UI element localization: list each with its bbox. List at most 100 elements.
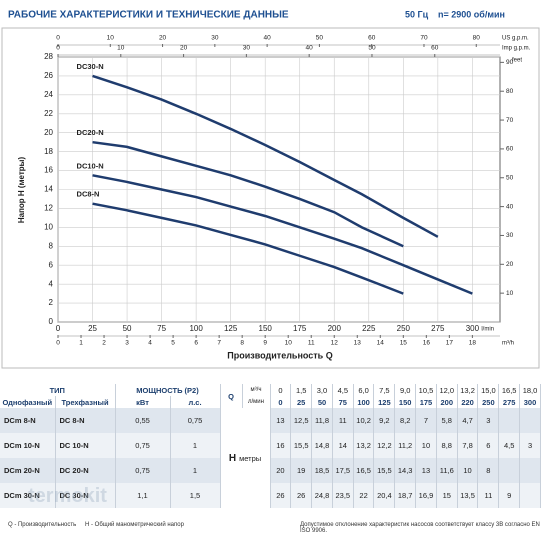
x-tick-label: 125 (224, 324, 238, 333)
y2-tick-label: 70 (506, 117, 514, 124)
table-cell: 13,5 (457, 483, 479, 508)
table-cell: DC 8-N (55, 408, 116, 433)
axis-tick-label: 40 (306, 45, 314, 52)
footer-q: Q - Производительность (8, 522, 77, 528)
axis-unit: m³/h (502, 341, 514, 347)
y-tick-label: 20 (44, 128, 53, 137)
table-cell: 9 (498, 483, 521, 508)
series-label: DC8-N (77, 190, 100, 199)
x-tick-label: 100 (189, 324, 203, 333)
y2-tick-label: 80 (506, 88, 514, 95)
table-cell: 150 (394, 396, 417, 408)
table-cell: 15,0 (477, 384, 500, 396)
table-cell: 13 (415, 458, 437, 483)
table-cell: 125 (373, 396, 396, 408)
y-tick-label: 10 (44, 222, 53, 231)
table-cell: 1,5 (290, 384, 313, 396)
axis-tick-label: 10 (107, 35, 115, 42)
table-cell: 12,5 (290, 408, 313, 433)
axis-tick-label: 18 (469, 340, 477, 347)
table-cell: Трехфазный (55, 396, 116, 408)
table-cell: 18,5 (311, 458, 333, 483)
series-label: DC30-N (77, 62, 104, 71)
axis-tick-label: 60 (431, 45, 439, 52)
y2-tick-label: 40 (506, 203, 514, 210)
table-cell (498, 458, 521, 483)
table-cell: 15,5 (373, 458, 396, 483)
table-cell: 7,8 (457, 433, 479, 458)
table-cell: 26 (270, 483, 292, 508)
axis-tick-label: 80 (473, 35, 481, 42)
table-cell: Однофазный (0, 396, 56, 408)
table-cell: 200 (436, 396, 458, 408)
curve (92, 140, 404, 248)
table-cell: 16,9 (415, 483, 437, 508)
axis-tick-label: 6 (194, 340, 198, 347)
y-tick-label: 4 (49, 279, 54, 288)
table-cell: 7,5 (373, 384, 396, 396)
table-cell: л.с. (170, 396, 221, 408)
y-tick-label: 8 (49, 241, 54, 250)
table-cell: 20 (270, 458, 292, 483)
table-cell: 24,8 (311, 483, 333, 508)
table-cell: DC 20-N (55, 458, 116, 483)
table-cell: ТИП (0, 384, 116, 396)
table-cell: 8,8 (436, 433, 458, 458)
table-cell: DCm 20-N (0, 458, 56, 483)
table-cell: 0 (270, 384, 292, 396)
table-cell: DCm 8-N (0, 408, 56, 433)
table-cell: 12,2 (373, 433, 396, 458)
x-tick-label: 225 (362, 324, 376, 333)
table-cell: 1,1 (115, 483, 171, 508)
table-cell: DC 30-N (55, 483, 116, 508)
x-tick-label: 75 (157, 324, 166, 333)
table-cell: Q (220, 384, 243, 408)
table-cell: 19 (290, 458, 313, 483)
y-tick-label: 26 (44, 71, 53, 80)
table-cell: 15,5 (290, 433, 313, 458)
axis-tick-label: 20 (180, 45, 188, 52)
footer-tolerance: Допустимое отклонение характеристик насо… (300, 522, 540, 534)
series-label: DC20-N (77, 128, 104, 137)
y-tick-label: 22 (44, 109, 53, 118)
footer-h: H - Общий манометрический напор (85, 522, 184, 528)
y-tick-label: 2 (49, 298, 54, 307)
x-tick-label: 25 (88, 324, 97, 333)
y-tick-label: 0 (49, 317, 54, 326)
axis-tick-label: 9 (263, 340, 267, 347)
axis-tick-label: 0 (56, 340, 60, 347)
table-cell: 6,0 (353, 384, 375, 396)
table-cell: 5,8 (436, 408, 458, 433)
axis-tick-label: 8 (240, 340, 244, 347)
table-cell: 12,0 (436, 384, 458, 396)
x-tick-label: 300 (466, 324, 480, 333)
table-cell: МОЩНОСТЬ (P2) (115, 384, 221, 396)
y2-tick-label: 60 (506, 146, 514, 153)
axis-tick-label: 1 (79, 340, 83, 347)
table-cell: 1 (170, 433, 221, 458)
table-cell: 14,8 (311, 433, 333, 458)
axis-tick-label: 2 (102, 340, 106, 347)
table-cell: м³/ч (242, 384, 271, 396)
table-cell: 15 (436, 483, 458, 508)
table-cell: 13,2 (353, 433, 375, 458)
table-cell: 22 (353, 483, 375, 508)
table-row: DCm 20-N DC 20-N 0,75 1 20 19 18,5 17,5 16,5 15,5… (0, 458, 541, 483)
table-cell: 3,0 (311, 384, 333, 396)
table-cell: 25 (290, 396, 313, 408)
axis-tick-label: 16 (423, 340, 431, 347)
x-tick-label: 275 (431, 324, 445, 333)
table-cell: 4,5 (332, 384, 354, 396)
y-tick-label: 6 (49, 260, 54, 269)
table-cell: 9,0 (394, 384, 417, 396)
series-label: DC10-N (77, 161, 104, 170)
table-cell: 0,75 (170, 408, 221, 433)
axis-tick-label: 10 (285, 340, 293, 347)
table-cell: 250 (477, 396, 500, 408)
axis-tick-label: 4 (148, 340, 152, 347)
